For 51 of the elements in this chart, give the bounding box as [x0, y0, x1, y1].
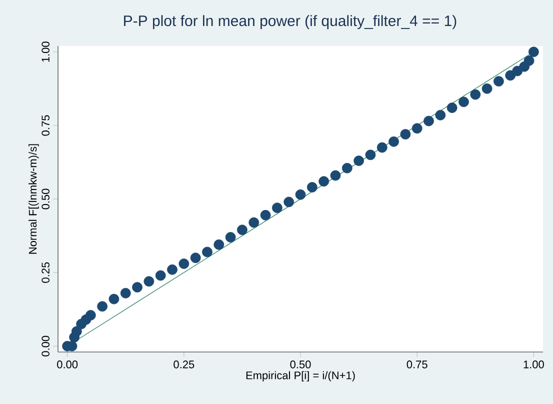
point [446, 102, 458, 113]
x-tick-label: 0.50 [290, 360, 311, 368]
point [237, 224, 248, 236]
point [144, 276, 154, 287]
point [202, 246, 212, 258]
point [528, 46, 539, 58]
point [260, 210, 271, 220]
x-tick-label: 0.75 [406, 360, 428, 368]
point [155, 270, 166, 281]
x-axis-title: Empirical P[i] = i/(N+1) [246, 371, 355, 382]
point [190, 252, 201, 264]
point [214, 239, 224, 250]
x-tick-label: 1.00 [524, 360, 544, 368]
point [330, 170, 341, 181]
point [365, 150, 376, 160]
point [248, 217, 260, 228]
point [85, 310, 96, 320]
y-tick-label: 0.75 [42, 115, 50, 136]
x-tick-label: 0.00 [57, 360, 78, 368]
point [178, 258, 190, 269]
point [342, 162, 352, 174]
point [120, 288, 131, 298]
point [295, 189, 306, 200]
y-axis-title: Normal F[(lnmkw-m)/s] [28, 144, 39, 254]
point [388, 136, 399, 147]
point [470, 89, 481, 100]
point [272, 202, 282, 214]
point [225, 232, 236, 242]
point [400, 129, 411, 140]
y-tick-label: 0.25 [42, 262, 50, 283]
point [71, 326, 82, 337]
point [376, 142, 388, 153]
point [494, 76, 504, 87]
point [412, 123, 422, 134]
x-tick-label: 0.25 [174, 360, 194, 368]
point [132, 282, 142, 292]
point [458, 96, 469, 108]
point [524, 56, 534, 66]
point [482, 83, 492, 94]
point [306, 182, 318, 192]
y-tick-label: 1.00 [42, 42, 50, 62]
point [318, 176, 330, 187]
chart-title: P-P plot for ln mean power (if quality_filter_4 == 1) [124, 15, 456, 30]
y-tick-label: 0.50 [42, 188, 50, 210]
point [435, 110, 446, 120]
point [284, 196, 294, 208]
point [108, 294, 120, 304]
point [354, 156, 364, 166]
point [97, 301, 108, 312]
point [167, 264, 178, 275]
point [424, 116, 434, 126]
